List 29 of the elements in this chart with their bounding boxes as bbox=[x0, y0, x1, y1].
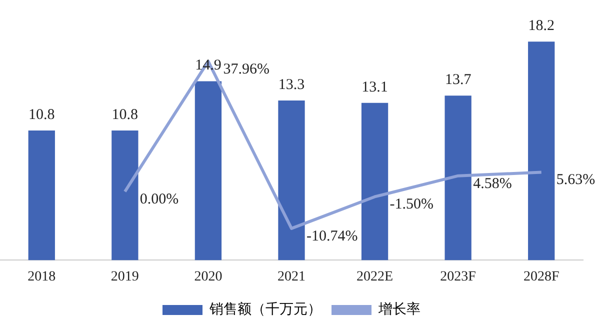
x-tick-label: 2023F bbox=[440, 269, 476, 284]
legend-label: 销售额（千万元） bbox=[208, 302, 322, 318]
data-label: 10.8 bbox=[112, 106, 138, 123]
data-label: -1.50% bbox=[390, 196, 434, 213]
data-label: 13.7 bbox=[444, 72, 472, 88]
data-label: 13.1 bbox=[362, 79, 388, 96]
x-tick-label: 2020 bbox=[194, 269, 222, 284]
data-label: 14.9 bbox=[195, 58, 222, 74]
data-label: -10.74% bbox=[306, 228, 358, 244]
data-label: 18.2 bbox=[528, 18, 554, 34]
bar bbox=[278, 100, 305, 260]
bar bbox=[112, 130, 138, 260]
data-label: 10.8 bbox=[28, 106, 55, 123]
x-tick-label: 2019 bbox=[110, 269, 139, 284]
x-tick-label: 2021 bbox=[278, 269, 306, 284]
x-tick-label: 2022E bbox=[356, 269, 394, 284]
x-tick-label: 2018 bbox=[28, 269, 56, 284]
legend-label: 增长率 bbox=[378, 302, 420, 318]
bar bbox=[28, 130, 55, 260]
data-label: 5.63% bbox=[556, 172, 596, 188]
bar bbox=[361, 102, 388, 260]
x-tick-label: 2028F bbox=[523, 269, 560, 284]
bar bbox=[194, 81, 222, 260]
bar bbox=[528, 42, 555, 260]
data-label: 13.3 bbox=[278, 76, 305, 93]
data-label: 0.00% bbox=[140, 192, 179, 208]
bar bbox=[444, 96, 472, 260]
data-label: 37.96% bbox=[223, 61, 270, 78]
data-label: 4.58% bbox=[473, 176, 512, 192]
